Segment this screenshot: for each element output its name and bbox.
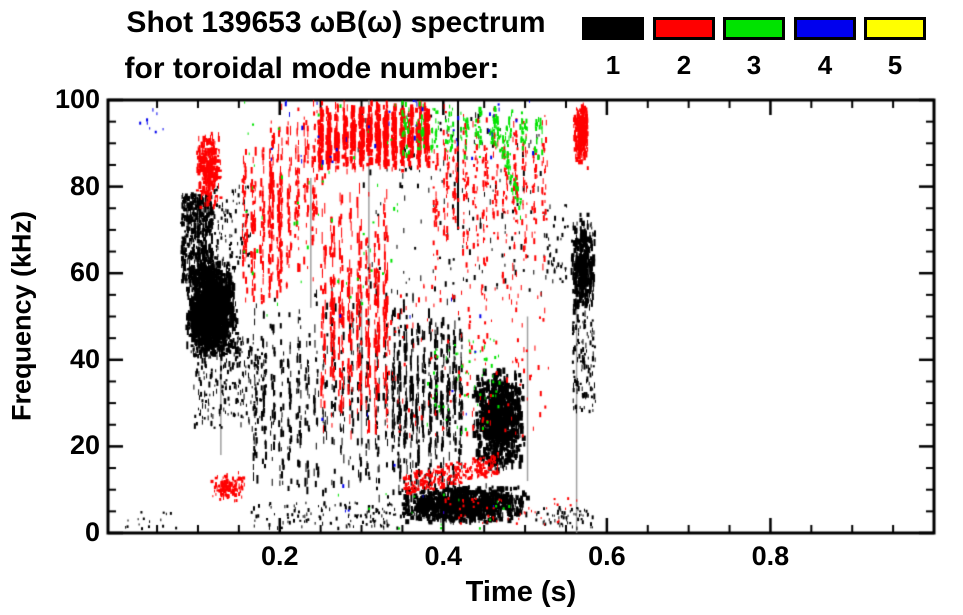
- y-tick-label-100: 100: [54, 84, 100, 114]
- legend-label-mode-5: 5: [887, 50, 903, 80]
- x-tick-label-0.4: 0.4: [424, 541, 463, 571]
- x-tick-label-0.2: 0.2: [260, 541, 299, 571]
- legend-label-mode-1: 1: [605, 50, 621, 80]
- legend-swatch-mode-2: [653, 17, 715, 40]
- legend-label-mode-3: 3: [746, 50, 762, 80]
- y-tick-label-40: 40: [69, 343, 100, 374]
- x-tick-label-0.8: 0.8: [751, 541, 790, 571]
- y-tick-label-20: 20: [69, 430, 100, 461]
- legend-label-mode-2: 2: [676, 50, 692, 80]
- legend-label-mode-4: 4: [817, 50, 833, 80]
- y-tick-label-80: 80: [69, 170, 100, 201]
- legend-swatch-mode-3: [723, 17, 785, 40]
- legend-swatch-mode-5: [864, 17, 926, 40]
- y-tick-label-60: 60: [69, 257, 100, 288]
- y-tick-label-0: 0: [84, 517, 100, 547]
- x-tick-label-0.6: 0.6: [588, 541, 626, 571]
- legend-swatch-mode-4: [794, 17, 856, 40]
- y-axis-title: Frequency (kHz): [6, 210, 37, 422]
- chart-title-line1: Shot 139653 ωB(ω) spectrum: [126, 6, 546, 39]
- chart-title-line2: for toroidal mode number:: [124, 52, 500, 85]
- x-axis-title: Time (s): [465, 576, 577, 608]
- legend-swatch-mode-1: [582, 17, 644, 40]
